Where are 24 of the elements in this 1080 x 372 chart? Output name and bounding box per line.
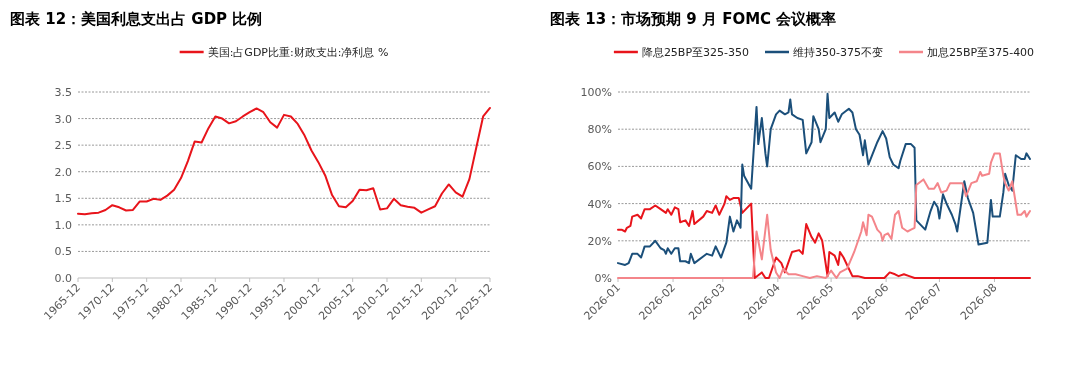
y-tick-label: 60% xyxy=(587,160,612,174)
y-tick-label: 2.0 xyxy=(54,165,72,179)
y-tick-label: 40% xyxy=(587,197,612,211)
y-tick-label: 1.5 xyxy=(54,192,72,206)
legend-label: 加息25BP至375-400 xyxy=(926,46,1035,59)
y-tick-label: 1.0 xyxy=(54,218,72,232)
chart-title: 图表 12：美国利息支出占 GDP 比例 xyxy=(10,10,263,28)
chart-title: 图表 13：市场预期 9 月 FOMC 会议概率 xyxy=(550,10,837,28)
line-series xyxy=(617,152,1031,279)
legend-label: 美国:占GDP比重:财政支出:净利息 % xyxy=(207,46,389,59)
line-series xyxy=(617,195,1031,279)
y-tick-label: 2.5 xyxy=(54,139,72,153)
y-tick-label: 80% xyxy=(587,123,612,137)
legend-label: 降息25BP至325-350 xyxy=(641,46,750,59)
y-tick-label: 0.5 xyxy=(54,245,72,259)
line-series xyxy=(77,106,491,216)
y-tick-label: 0% xyxy=(594,272,612,285)
y-tick-label: 20% xyxy=(587,234,612,248)
legend-label: 维持350-375不变 xyxy=(793,46,883,59)
y-tick-label: 3.0 xyxy=(54,112,72,126)
y-tick-label: 0.0 xyxy=(54,272,72,285)
y-tick-label: 100% xyxy=(580,86,612,99)
y-tick-label: 3.5 xyxy=(54,86,72,99)
line-series xyxy=(617,92,1031,266)
